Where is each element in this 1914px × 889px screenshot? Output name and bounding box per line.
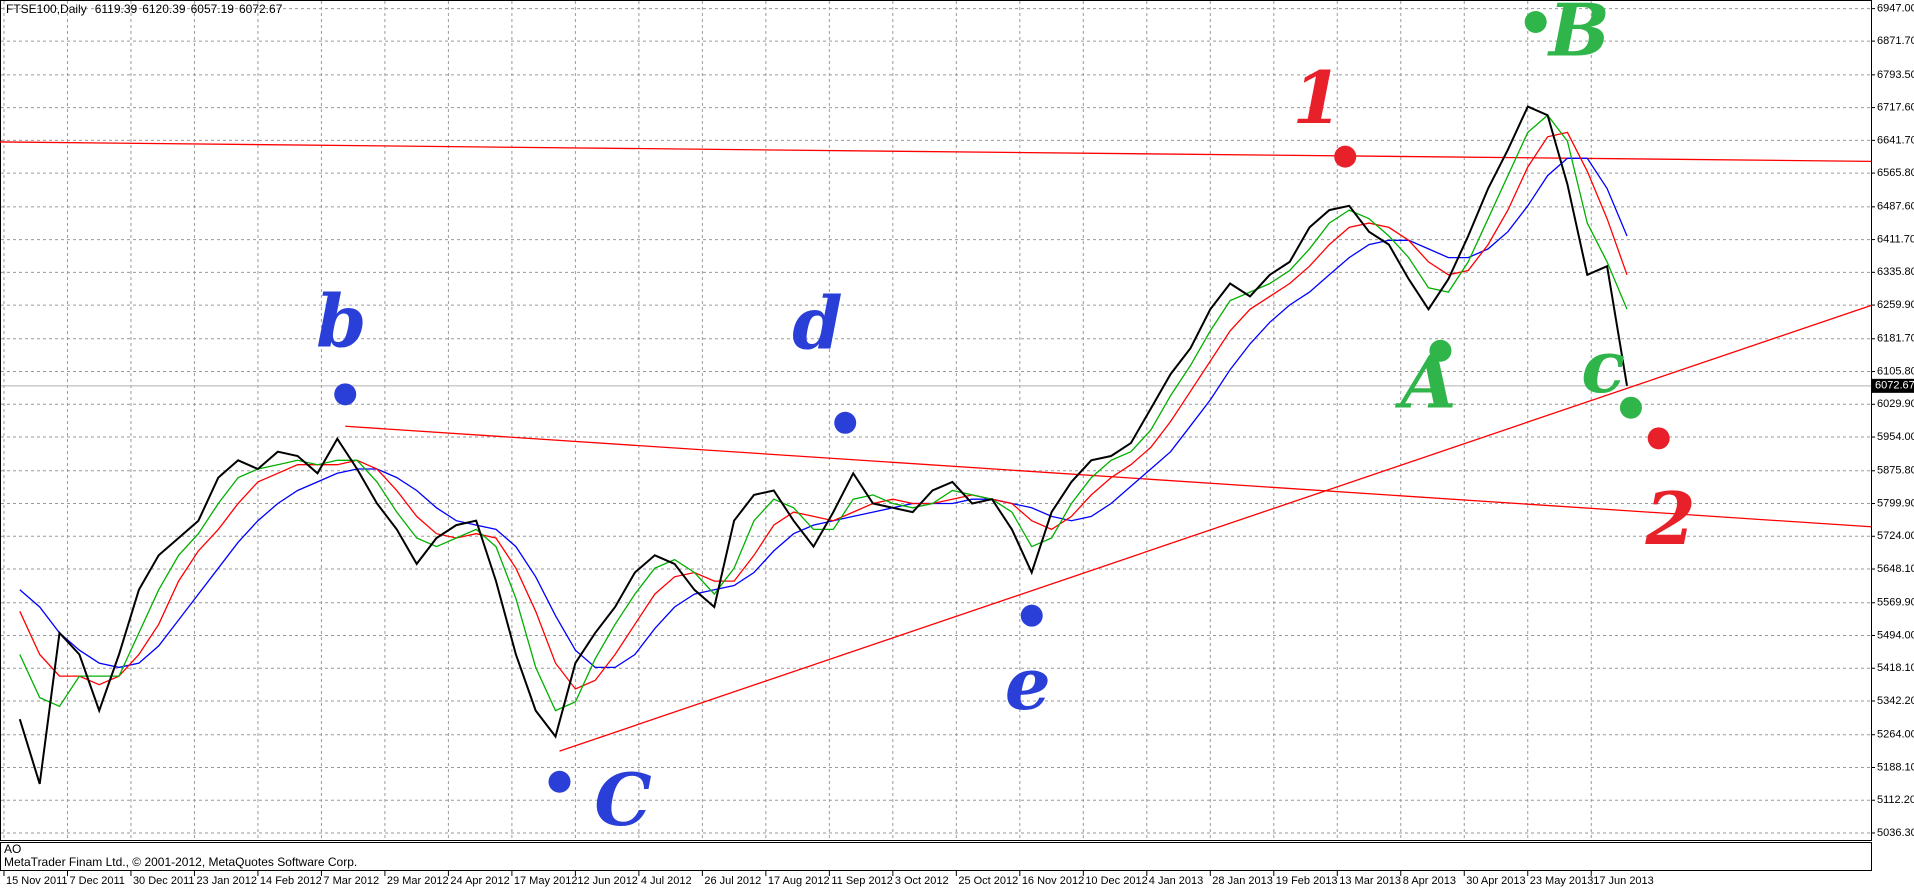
y-tick-label: 5569.90: [1877, 597, 1914, 609]
x-tick-label: 26 Jul 2012: [704, 875, 761, 887]
x-tick-label: 23 May 2013: [1530, 875, 1594, 887]
y-tick-label: 6181.70: [1877, 333, 1914, 345]
annotation-dot: [834, 411, 857, 434]
y-tick-label: 6105.80: [1877, 365, 1914, 377]
annotation-dot: [1020, 604, 1043, 627]
x-tick-label: 4 Jan 2013: [1149, 875, 1203, 887]
x-tick-label: 30 Dec 2011: [133, 875, 195, 887]
header: FTSE100,Daily 6119.39 6120.39 6057.19 6072.6…: [6, 2, 283, 16]
y-tick-label: 5875.80: [1877, 465, 1914, 477]
price-line: [18, 105, 1628, 785]
trend-line: [559, 304, 1872, 752]
annotation-label: c: [1581, 324, 1625, 409]
annotation-dot: [1619, 396, 1642, 419]
x-tick-label: 16 Nov 2012: [1022, 875, 1084, 887]
x-tick-label: 24 Apr 2012: [450, 875, 509, 887]
y-tick-label: 6259.90: [1877, 299, 1914, 311]
indicator-frame: [0, 842, 1872, 871]
y-tick-label: 6717.60: [1877, 102, 1914, 114]
x-tick-label: 19 Feb 2013: [1276, 875, 1338, 887]
annotation-dot: [1524, 11, 1547, 34]
grid-layer: [1, 1, 1875, 876]
annotation-dot: [334, 383, 357, 406]
y-tick-label: 5954.00: [1877, 431, 1914, 443]
lines-layer: [0, 105, 1872, 785]
annotation-layer: b Cd e 1 A Bc2: [316, 0, 1696, 842]
annotation-dot: [548, 770, 571, 793]
y-tick-label: 5264.00: [1877, 729, 1914, 741]
y-tick-label: 6871.70: [1877, 35, 1914, 47]
x-tick-label: 12 Jun 2012: [577, 875, 638, 887]
plot-frame: [0, 0, 1872, 841]
close-price: 6072.67: [239, 2, 283, 16]
y-tick-label: 6947.00: [1877, 3, 1914, 15]
x-tick-label: 28 Jan 2013: [1212, 875, 1273, 887]
y-tick-label: 5112.20: [1877, 794, 1914, 806]
high-price: 6120.39: [142, 2, 186, 16]
price-line: [19, 157, 1628, 669]
y-tick-label: 6029.90: [1877, 398, 1914, 410]
x-tick-label: 13 Mar 2013: [1339, 875, 1401, 887]
current-price-tag: [1872, 378, 1914, 393]
x-tick-label: 15 Nov 2011: [6, 875, 68, 887]
trend-line: [345, 425, 1872, 528]
annotation-label: 2: [1645, 476, 1696, 561]
y-tick-label: 6487.60: [1877, 201, 1914, 213]
x-tick-label: 3 Oct 2012: [895, 875, 949, 887]
x-tick-label: 4 Jul 2012: [641, 875, 692, 887]
x-tick-label: 23 Jan 2012: [196, 875, 257, 887]
x-tick-label: 30 Apr 2013: [1466, 875, 1525, 887]
footer: MetaTrader Finam Ltd., © 2001-2012, Meta…: [4, 855, 357, 869]
low-price: 6057.19: [191, 2, 235, 16]
indicator-label: AO: [4, 842, 21, 856]
annotation-label: d: [792, 281, 842, 366]
annotation-label: C: [594, 757, 651, 842]
label-layer: FTSE100,Daily 6119.39 6120.39 6057.19 6072.6…: [4, 2, 1914, 887]
y-tick-label: 6335.80: [1877, 266, 1914, 278]
y-tick-label: 5188.10: [1877, 761, 1914, 773]
symbol-title: FTSE100,Daily: [6, 2, 87, 16]
y-tick-label: 5342.20: [1877, 695, 1914, 707]
x-tick-label: 17 Aug 2012: [768, 875, 830, 887]
annotation-label: A: [1395, 339, 1457, 424]
y-tick-label: 6565.80: [1877, 167, 1914, 179]
current-price-label: 6072.67: [1875, 380, 1914, 392]
x-tick-label: 29 Mar 2012: [387, 875, 449, 887]
y-tick-label: 6411.70: [1877, 233, 1914, 245]
x-tick-label: 10 Dec 2012: [1085, 875, 1147, 887]
annotation-label: e: [1005, 641, 1051, 726]
annotation-label: 1: [1292, 55, 1342, 140]
annotation-dot: [1647, 427, 1670, 450]
y-tick-label: 5418.10: [1877, 662, 1914, 674]
annotation-dot: [1429, 339, 1452, 362]
x-tick-label: 7 Dec 2011: [69, 875, 124, 887]
x-tick-label: 14 Feb 2012: [260, 875, 322, 887]
y-tick-label: 5494.00: [1877, 629, 1914, 641]
y-tick-label: 6793.50: [1877, 69, 1914, 81]
x-tick-label: 17 Jun 2013: [1593, 875, 1654, 887]
y-tick-label: 5648.10: [1877, 563, 1914, 575]
price-line: [19, 131, 1628, 690]
x-tick-label: 8 Apr 2013: [1403, 875, 1456, 887]
x-tick-label: 25 Oct 2012: [958, 875, 1018, 887]
y-tick-label: 5036.30: [1877, 827, 1914, 839]
x-tick-label: 7 Mar 2012: [323, 875, 379, 887]
annotation-label: b: [316, 278, 366, 363]
y-tick-label: 5724.00: [1877, 530, 1914, 542]
open-price: 6119.39: [95, 2, 138, 16]
y-tick-label: 5799.90: [1877, 497, 1914, 509]
y-tick-label: 6641.70: [1877, 134, 1914, 146]
x-tick-label: 11 Sep 2012: [831, 875, 893, 887]
annotation-label: B: [1547, 0, 1610, 73]
x-tick-label: 17 May 2012: [514, 875, 578, 887]
annotation-dot: [1334, 145, 1357, 168]
